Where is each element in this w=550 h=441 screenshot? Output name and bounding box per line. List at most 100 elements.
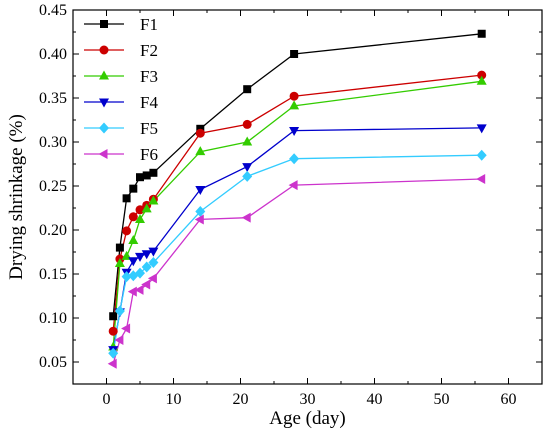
legend: F1 F2 F3 F4 F5 F6 (84, 15, 158, 164)
legend-label-f2: F2 (140, 41, 158, 60)
y-tick-label: 0.45 (39, 2, 67, 19)
data-point-f3 (476, 75, 487, 85)
y-tick-label: 0.10 (39, 310, 67, 327)
legend-item-f6: F6 (84, 145, 158, 164)
legend-marker-f5 (99, 122, 109, 134)
data-point-f5 (108, 347, 119, 359)
series-markers-f1 (109, 29, 486, 321)
data-point-f4 (242, 163, 253, 173)
data-point-f1 (477, 29, 486, 38)
data-point-f6 (141, 279, 151, 290)
legend-marker-f1 (100, 20, 108, 28)
data-point-f6 (476, 173, 486, 184)
series-line-f6 (112, 178, 482, 364)
y-tick-label: 0.40 (39, 46, 67, 63)
data-point-f2 (477, 70, 487, 80)
data-point-f4 (135, 252, 145, 262)
data-point-f3 (242, 136, 253, 146)
data-point-f3 (289, 100, 300, 110)
data-point-f3 (114, 257, 125, 267)
data-point-f1 (129, 184, 138, 193)
data-point-f5 (242, 170, 253, 182)
data-point-f1 (109, 312, 118, 321)
data-point-f1 (122, 194, 131, 203)
data-point-f5 (141, 261, 152, 273)
legend-marker-f3 (99, 70, 109, 80)
x-tick-label: 30 (300, 391, 316, 408)
data-point-f2 (128, 212, 138, 222)
data-point-f3 (128, 235, 139, 245)
legend-label-f3: F3 (140, 67, 158, 86)
data-point-f5 (476, 149, 487, 161)
legend-item-f3: F3 (84, 67, 158, 86)
data-point-f6 (127, 286, 137, 297)
x-tick-label: 50 (434, 391, 450, 408)
data-point-f5 (289, 153, 300, 165)
data-point-f4 (148, 247, 159, 257)
data-point-f2 (122, 226, 132, 236)
y-tick-label: 0.15 (39, 266, 67, 283)
data-point-f2 (195, 128, 205, 138)
y-tick-label: 0.30 (39, 134, 67, 151)
series-line-f1 (112, 33, 482, 317)
data-point-f1 (243, 85, 252, 94)
legend-item-f5: F5 (84, 119, 158, 138)
data-point-f5 (114, 305, 125, 317)
y-tick-label: 0.25 (39, 178, 67, 195)
x-tick-label: 20 (233, 391, 249, 408)
y-axis-title: Drying shrinkage (%) (6, 114, 27, 280)
data-point-f1 (149, 168, 158, 177)
data-point-f6 (147, 273, 157, 284)
data-point-f6 (134, 284, 144, 295)
series-markers-f3 (108, 75, 487, 351)
legend-marker-f4 (99, 98, 109, 108)
data-point-f6 (288, 180, 298, 191)
series-line-f3 (112, 80, 482, 348)
legend-marker-f2 (99, 45, 109, 55)
data-point-f3 (195, 146, 206, 156)
x-axis-title: Age (day) (269, 408, 346, 429)
x-tick-label: 0 (103, 391, 111, 408)
x-tick-label: 60 (501, 391, 517, 408)
data-point-f6 (107, 358, 117, 369)
x-axis-ticks: 0 10 20 30 40 50 60 (72, 10, 543, 408)
data-point-f4 (195, 186, 206, 196)
data-point-f2 (242, 119, 252, 129)
data-point-f4 (128, 257, 139, 267)
data-point-f3 (141, 203, 152, 213)
y-tick-label: 0.05 (39, 354, 67, 371)
data-point-f3 (135, 213, 145, 223)
y-tick-label: 0.20 (39, 222, 67, 239)
data-point-f1 (136, 173, 144, 182)
legend-label-f6: F6 (140, 145, 158, 164)
legend-marker-f6 (98, 149, 108, 159)
legend-label-f5: F5 (140, 119, 158, 138)
data-point-f4 (289, 127, 300, 137)
data-point-f6 (194, 214, 204, 225)
x-tick-label: 40 (367, 391, 383, 408)
series-markers-f5 (108, 149, 487, 359)
series-markers-f2 (108, 70, 487, 336)
series-markers (107, 29, 487, 369)
data-point-f4 (476, 124, 487, 134)
legend-item-f1: F1 (84, 15, 158, 34)
data-point-f6 (241, 212, 251, 223)
series-markers-f6 (107, 173, 486, 369)
data-point-f2 (289, 91, 299, 101)
series-lines (112, 33, 482, 364)
data-point-f6 (121, 323, 131, 334)
y-axis-ticks: 0.05 0.10 0.15 0.20 0.25 0.30 0.35 0.40 0.45 (39, 2, 542, 371)
legend-label-f4: F4 (140, 93, 158, 112)
data-point-f5 (121, 271, 132, 283)
data-point-f2 (108, 326, 118, 336)
data-point-f5 (195, 206, 206, 218)
legend-item-f4: F4 (84, 93, 158, 112)
series-line-f4 (112, 127, 482, 350)
data-point-f4 (141, 250, 152, 260)
data-point-f1 (142, 171, 151, 180)
data-point-f1 (290, 50, 299, 58)
legend-item-f2: F2 (84, 41, 158, 60)
data-point-f5 (135, 267, 145, 279)
legend-label-f1: F1 (140, 15, 158, 34)
